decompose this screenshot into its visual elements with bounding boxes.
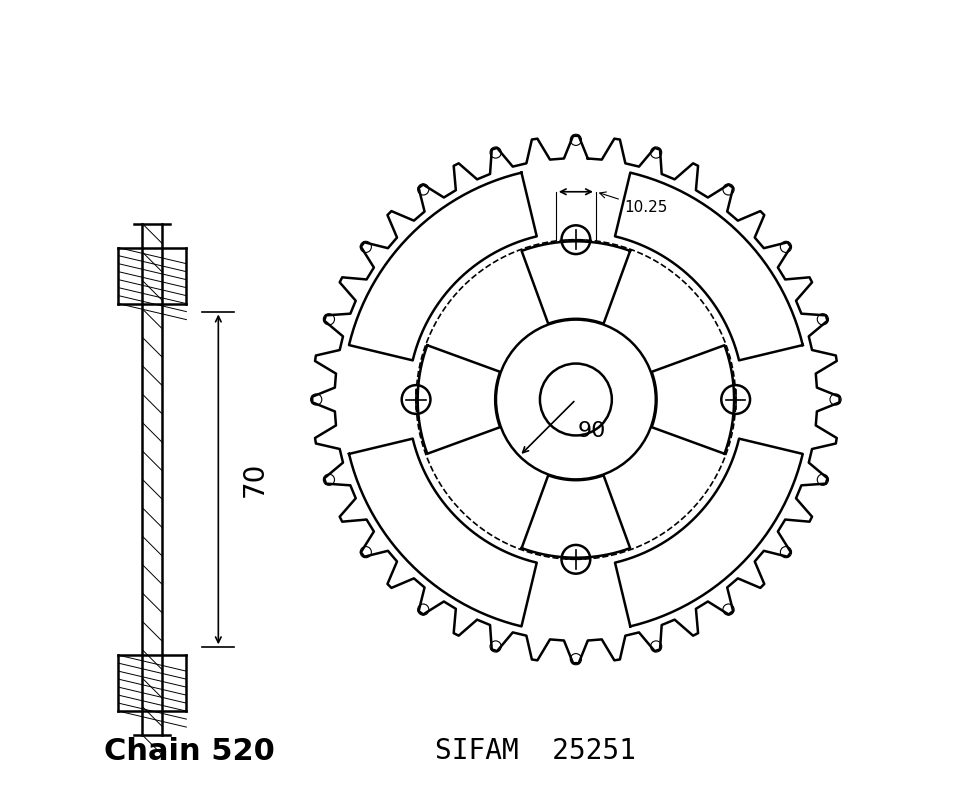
Text: Chain 520: Chain 520	[105, 737, 276, 765]
Text: 90: 90	[578, 421, 606, 442]
Text: SIFAM  25251: SIFAM 25251	[436, 737, 636, 765]
Text: 10.25: 10.25	[600, 192, 667, 215]
Text: 70: 70	[240, 462, 268, 497]
